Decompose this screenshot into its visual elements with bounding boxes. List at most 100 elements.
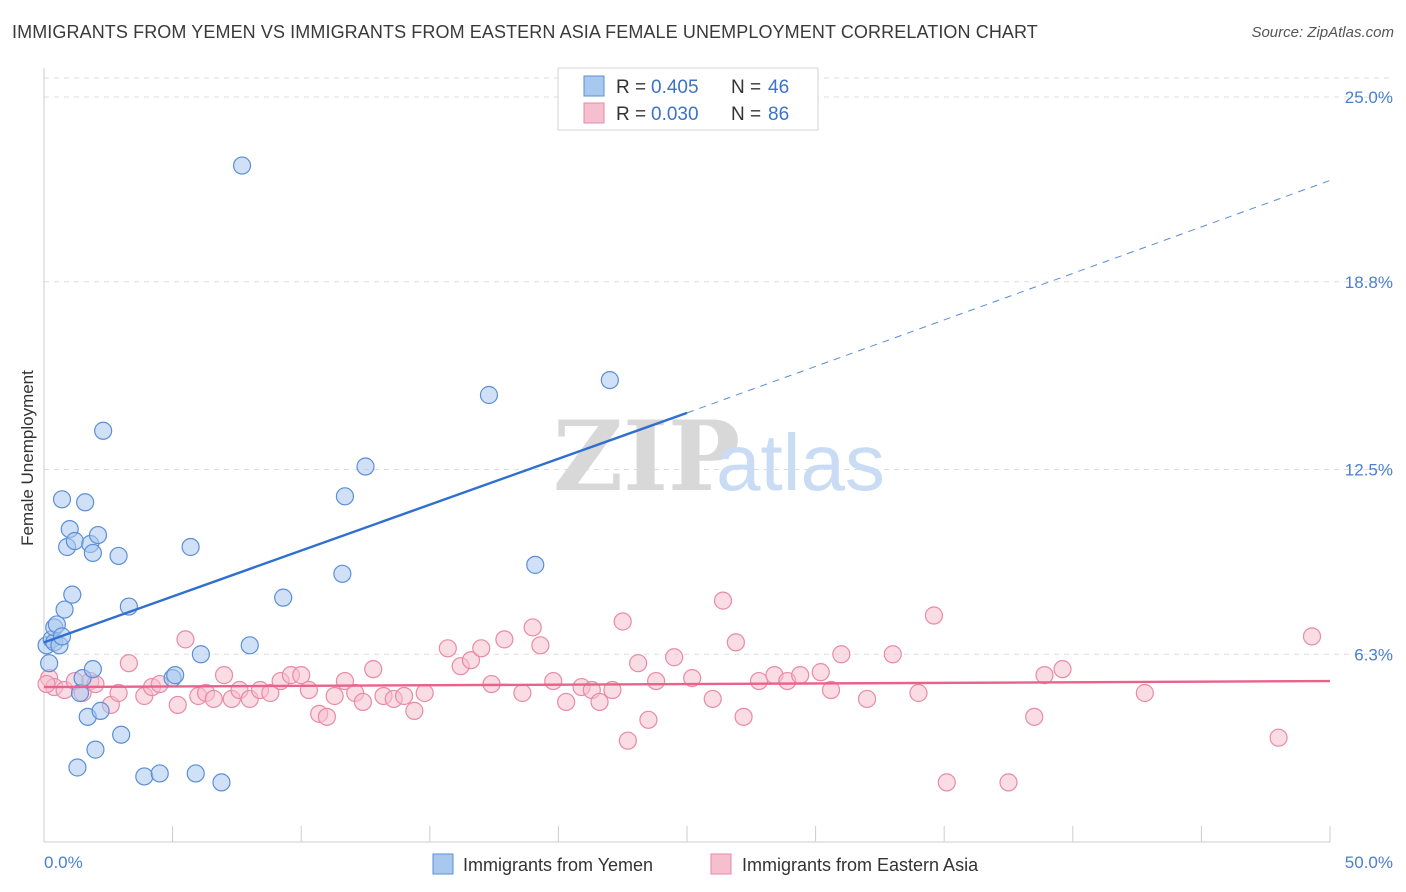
asia-point-77 [937,773,956,792]
series-eastern-asia-points [37,591,1322,792]
yemen-point-17 [76,493,95,512]
yemen-point-23 [88,525,108,545]
yemen-point-37 [232,156,252,175]
y-axis-title: Female Unemployment [18,370,37,546]
yemen-point-12 [63,585,82,604]
legend-n-value-asia: 86 [768,104,789,125]
asia-point-81 [1053,660,1072,679]
asia-point-79 [1025,707,1044,726]
asia-point-59 [647,671,666,691]
asia-point-69 [791,666,810,685]
asia-point-58 [639,710,658,729]
asia-point-63 [713,591,733,610]
series-legend-label-yemen: Immigrants from Yemen [463,855,653,875]
asia-point-53 [590,692,609,712]
correlation-legend: R = 0.405 N = 46 R = 0.030 N = 86 [557,67,819,131]
watermark-atlas: atlas [716,418,885,507]
asia-point-54 [603,680,622,700]
asia-point-34 [364,660,383,679]
yemen-point-29 [135,767,154,786]
asia-point-18 [214,666,234,685]
x-tick-label-max: 50.0% [1345,853,1393,872]
series-legend: Immigrants from Yemen Immigrants from Ea… [432,853,979,875]
yemen-point-33 [181,537,200,557]
asia-point-61 [683,668,702,688]
yemen-point-22 [86,740,105,759]
legend-r-value-yemen: 0.405 [651,77,699,98]
watermark-zip: ZIP [553,400,740,513]
yemen-point-32 [166,666,185,685]
asia-point-56 [618,731,637,750]
asia-point-39 [415,683,434,703]
legend-n-value-yemen: 46 [768,77,789,98]
asia-point-75 [909,683,928,703]
asia-point-26 [292,666,311,685]
asia-point-85 [37,674,56,694]
yemen-point-45 [600,371,619,390]
yemen-point-44 [526,555,545,574]
legend-swatch-yemen [583,75,605,97]
asia-point-83 [1269,728,1288,747]
legend-r-label-asia: R = [616,104,646,125]
yemen-point-8 [52,490,72,509]
yemen-trend-line [43,411,688,644]
series-legend-swatch-asia [710,853,732,875]
asia-point-40 [438,639,457,658]
asia-point-29 [317,707,337,726]
yemen-point-1 [40,654,59,673]
series-legend-label-asia: Immigrants from Eastern Asia [742,855,979,875]
yemen-point-41 [335,487,355,506]
asia-point-64 [726,633,745,652]
asia-point-9 [119,654,138,673]
yemen-point-35 [191,645,210,664]
y-tick-label-2: 12.5% [1345,461,1393,480]
asia-point-14 [176,630,195,649]
asia-point-55 [613,612,632,631]
y-tick-label-3: 6.3% [1354,645,1393,664]
asia-point-66 [749,671,769,691]
asia-point-30 [325,686,344,706]
yemen-point-30 [150,764,169,783]
asia-point-71 [821,680,841,700]
legend-n-label-yemen: N = [731,77,761,98]
yemen-point-27 [112,725,131,744]
asia-point-17 [204,689,223,709]
yemen-point-42 [356,457,375,476]
yemen-point-43 [479,385,499,405]
asia-point-57 [629,654,648,673]
yemen-point-25 [94,421,113,440]
yemen-point-14 [68,758,87,777]
asia-point-33 [353,692,373,712]
asia-point-84 [1302,627,1322,646]
asia-point-60 [665,648,684,667]
chart-source: Source: ZipAtlas.com [1251,24,1394,41]
asia-point-70 [811,663,830,682]
y-tick-label-1: 18.8% [1345,273,1393,292]
yemen-trend-extension [686,179,1331,414]
asia-point-37 [394,686,414,706]
asia-point-46 [513,683,532,703]
yemen-point-38 [240,636,259,655]
asia-point-27 [299,680,319,700]
asia-point-49 [544,671,563,691]
legend-r-label-yemen: R = [616,77,646,98]
asia-point-65 [734,707,753,726]
asia-point-80 [1035,666,1054,685]
y-tick-labels: 25.0% 18.8% 12.5% 6.3% [1345,88,1393,664]
asia-point-23 [261,683,280,703]
asia-point-43 [472,639,491,658]
legend-n-label-asia: N = [731,104,761,125]
asia-point-42 [461,651,481,670]
yemen-point-26 [109,546,128,566]
watermark: ZIP atlas [553,400,885,513]
asia-point-8 [109,683,128,703]
chart-title: IMMIGRANTS FROM YEMEN VS IMMIGRANTS FROM… [12,22,1038,42]
legend-r-value-asia: 0.030 [651,104,699,125]
yemen-point-39 [274,588,293,607]
asia-point-73 [857,689,877,709]
yemen-point-40 [333,564,352,583]
legend-swatch-asia [583,102,605,124]
asia-point-76 [924,606,944,625]
asia-point-38 [405,701,424,720]
asia-trend-line [43,679,1331,689]
